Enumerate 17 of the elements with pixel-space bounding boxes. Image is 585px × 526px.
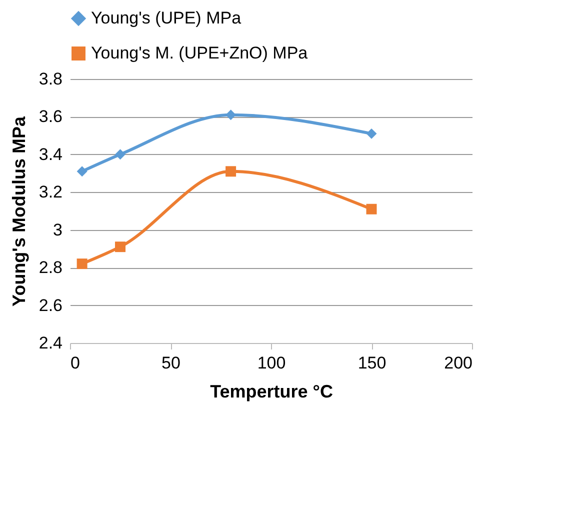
y-tick-label: 3.6 — [38, 107, 62, 126]
y-tick-label: 3.2 — [38, 182, 62, 202]
x-tick-label: 150 — [358, 354, 386, 372]
y-tick-label: 2.6 — [38, 296, 62, 315]
x-tick-label: 0 — [70, 354, 80, 372]
x-axis-title: Temperture °C — [210, 382, 333, 402]
y-tick-label: 3.4 — [38, 144, 62, 164]
y-tick-label: 2.8 — [38, 258, 62, 278]
x-tick-label: 50 — [162, 354, 180, 372]
legend-label: Young's M. (UPE+ZnO) MPa — [91, 44, 308, 62]
legend-label: Young's (UPE) MPa — [91, 8, 242, 28]
y-axis-title: Young's Modulus MPa — [8, 116, 29, 306]
y-tick-label: 3.8 — [38, 70, 62, 88]
y-tick-label: 3 — [53, 220, 62, 240]
y-tick-label: 2.4 — [38, 334, 62, 352]
x-tick-label: 100 — [257, 354, 286, 372]
x-tick-label: 200 — [444, 354, 472, 372]
